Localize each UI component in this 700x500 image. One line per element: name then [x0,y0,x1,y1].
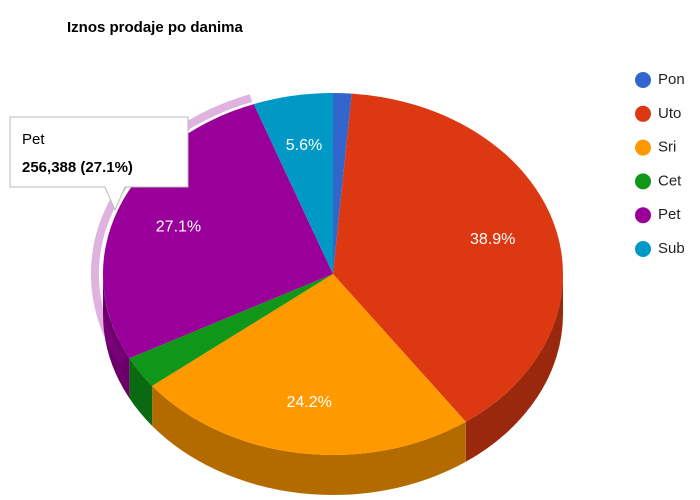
legend-swatch [635,241,651,257]
legend-swatch [635,173,651,190]
tooltip-text: 256,388 (27.1%) [22,159,133,176]
slice [253,93,333,274]
legend-swatch [635,72,651,88]
tooltip-box [9,116,189,212]
legend-label: Sri [658,139,676,156]
slice [333,93,563,422]
legend-label: Sub [658,240,685,257]
slice [129,274,333,386]
legend-label: Uto [658,105,681,122]
slice-side [465,274,563,462]
slice-label: 24.2% [286,394,331,411]
slice-label: 38.9% [470,231,515,248]
legend-label: Pet [658,206,681,223]
slice-label: 27.1% [156,218,201,235]
slice-side [103,274,130,399]
legend-swatch [635,139,651,156]
slice [152,274,466,455]
legend-swatch [635,105,651,122]
legend-label: Pon [658,71,685,88]
tooltip-title: Pet [22,131,45,148]
legend-label: Cet [658,172,682,189]
chart-title: Iznos prodaje po danima [67,19,244,36]
slice-side [129,358,153,426]
slice-highlight [90,94,253,364]
slice-side [152,385,466,495]
slice [333,93,352,274]
legend-swatch [635,207,651,224]
slice-label: 5.6% [286,137,322,154]
